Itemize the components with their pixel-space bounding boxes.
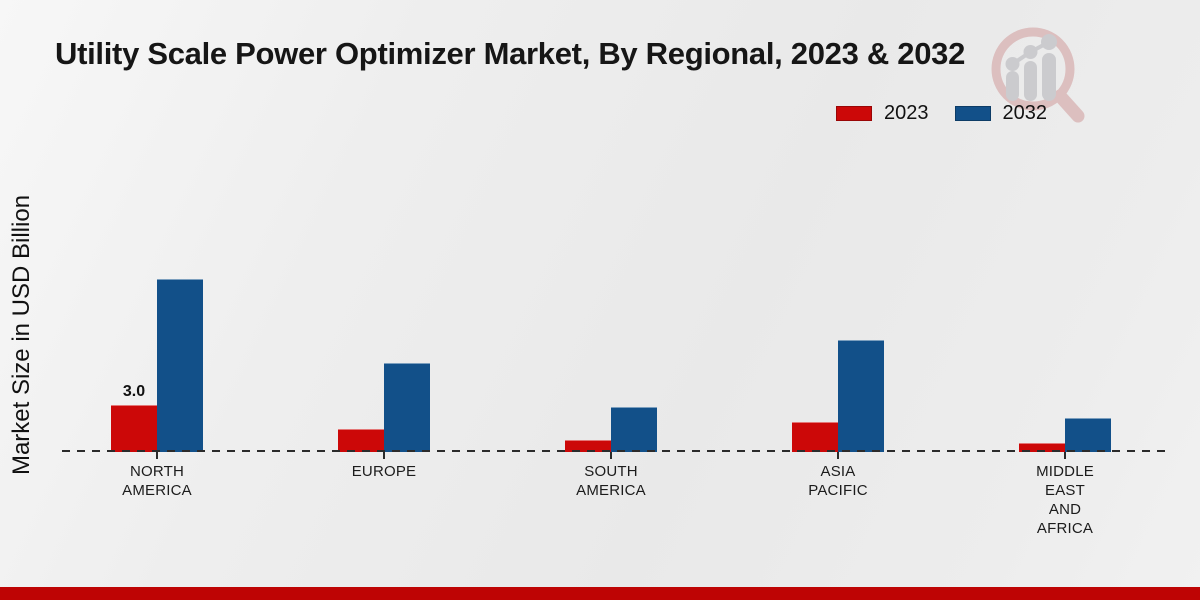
- category-label-north-america: NORTH AMERICA: [122, 463, 192, 499]
- legend-swatch-2023: [836, 106, 872, 121]
- legend-label-2023: 2023: [884, 102, 929, 124]
- bar-2023-europe: [338, 428, 384, 452]
- category-label-asia-pacific: ASIA PACIFIC: [808, 463, 868, 499]
- category-label-middle-east-and-africa: MIDDLE EAST AND AFRICA: [1036, 463, 1094, 537]
- legend-label-2032: 2032: [1002, 102, 1048, 124]
- bar-2023-south-america: [565, 439, 611, 452]
- legend-item-2023: 2023: [836, 102, 929, 125]
- x-axis-zero-line: [62, 450, 1168, 452]
- bar-2032-middle-east-and-africa: [1065, 417, 1111, 452]
- bar-2032-south-america: [611, 406, 657, 452]
- legend-item-2032: 2032: [954, 102, 1048, 125]
- x-axis-tick-south-america: [610, 452, 612, 459]
- x-axis-tick-middle-east-and-africa: [1064, 452, 1066, 459]
- bar-value-label: 3.0: [122, 383, 146, 401]
- x-axis-tick-europe: [383, 452, 385, 459]
- category-label-south-america: SOUTH AMERICA: [576, 463, 646, 499]
- brand-logo-magnifier-chart-icon: [991, 27, 1085, 123]
- legend-swatch-2032: [954, 106, 991, 121]
- x-axis-tick-north-america: [156, 452, 158, 459]
- footer-stripe: [0, 587, 1200, 600]
- magnifier-icon: [991, 27, 1085, 123]
- legend: 2023 2032: [836, 102, 1047, 125]
- x-axis-tick-asia-pacific: [837, 452, 839, 459]
- category-label-europe: EUROPE: [351, 463, 417, 480]
- bar-2023-asia-pacific: [792, 422, 838, 452]
- bar-2023-middle-east-and-africa: [1019, 442, 1065, 452]
- bar-2032-north-america: [157, 278, 203, 452]
- chart-title: Utility Scale Power Optimizer Market, By…: [55, 36, 966, 71]
- bar-chart-glyph-icon: [1005, 34, 1057, 101]
- bar-2023-north-america: [111, 405, 157, 452]
- bar-2032-europe: [384, 363, 430, 452]
- bar-2032-asia-pacific: [838, 339, 884, 452]
